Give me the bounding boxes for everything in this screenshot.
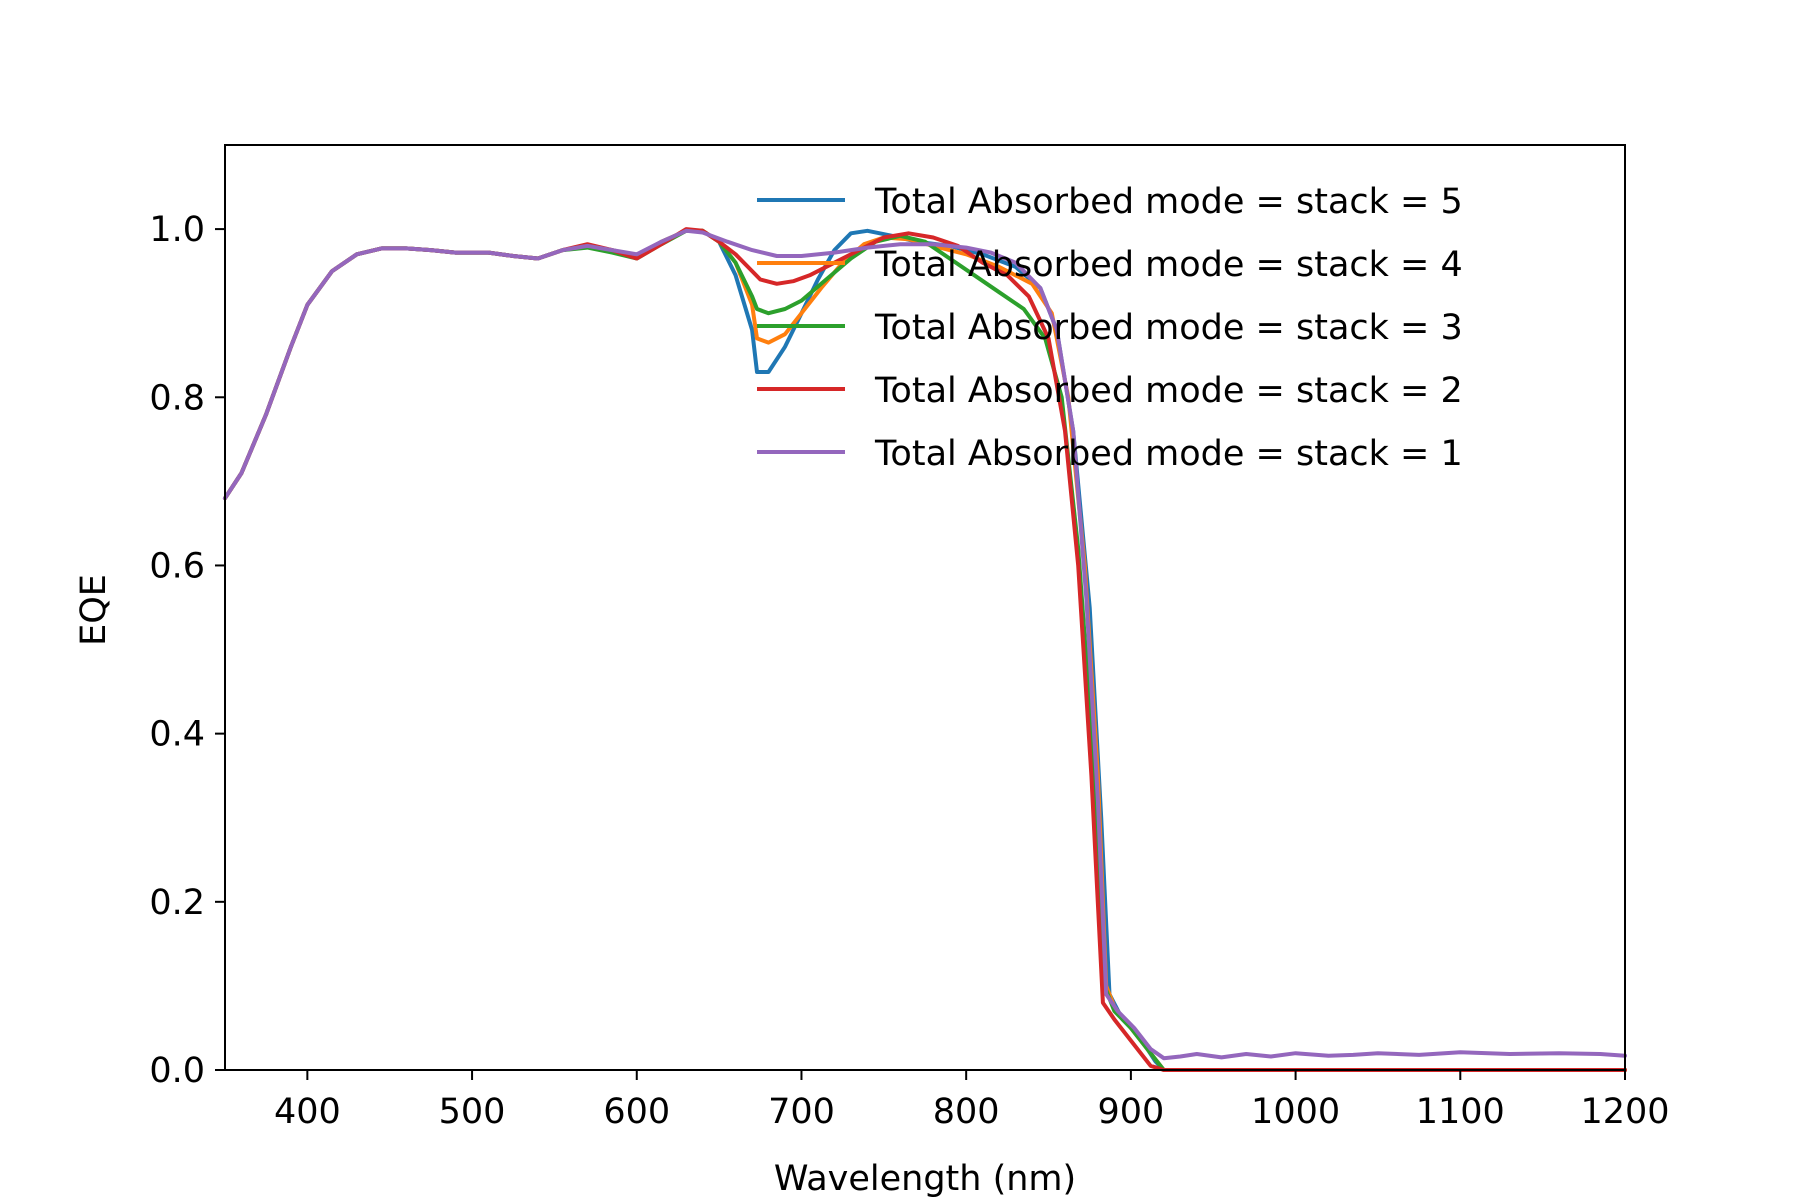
y-tick-label: 0.6 [149,546,205,586]
x-tick-label: 700 [768,1092,835,1132]
legend: Total Absorbed mode = stack = 5 Total Abs… [757,182,1463,474]
plot-area [223,144,1627,1072]
legend-label: Total Absorbed mode = stack = 3 [874,308,1463,348]
y-tick-label: 1.0 [149,210,205,250]
x-tick-label: 400 [274,1092,341,1132]
x-axis-ticks: 400 500 600 700 800 900 1000 1100 1200 [274,1070,1670,1132]
x-tick-label: 600 [603,1092,670,1132]
x-tick-label: 1200 [1580,1092,1669,1132]
axes-frame [224,144,1626,1071]
legend-label: Total Absorbed mode = stack = 4 [874,245,1463,285]
y-tick-label: 0.8 [149,378,205,418]
legend-label: Total Absorbed mode = stack = 1 [874,434,1463,474]
y-axis-title: EQE [74,574,114,646]
series-line-stack-1 [223,228,1627,1061]
legend-label: Total Absorbed mode = stack = 2 [874,371,1463,411]
x-tick-label: 1100 [1416,1092,1505,1132]
x-axis-title: Wavelength (nm) [774,1159,1076,1199]
y-tick-label: 0.4 [149,715,205,755]
series-layer [223,227,1627,1072]
y-axis-ticks: 0.0 0.2 0.4 0.6 0.8 1.0 [149,210,225,1091]
legend-label: Total Absorbed mode = stack = 5 [874,182,1463,222]
x-tick-label: 800 [933,1092,1000,1132]
x-tick-label: 900 [1097,1092,1164,1132]
y-tick-label: 0.0 [149,1051,205,1091]
x-tick-label: 1000 [1251,1092,1340,1132]
y-tick-label: 0.2 [149,883,205,923]
x-tick-label: 500 [439,1092,506,1132]
